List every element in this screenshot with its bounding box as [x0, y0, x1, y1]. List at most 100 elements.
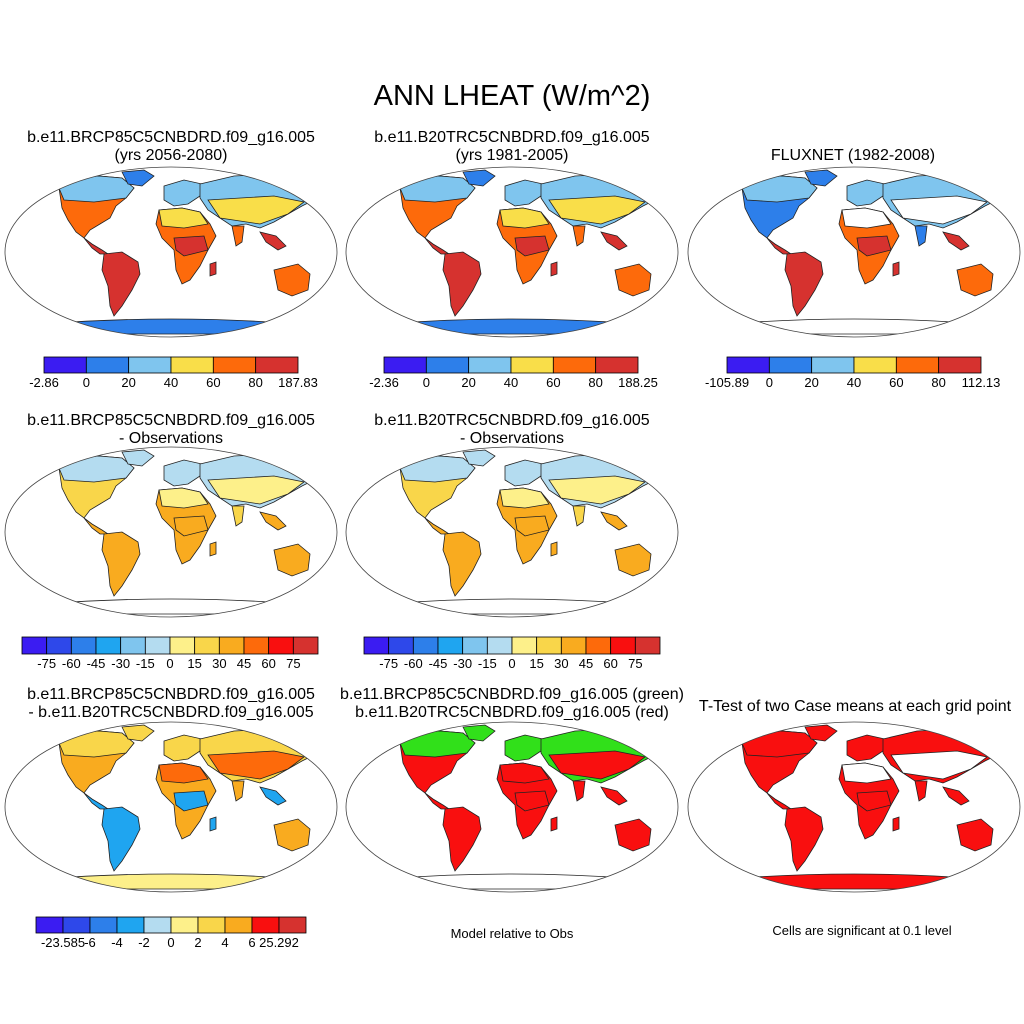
- colorbar-tick-label: 60: [261, 656, 275, 671]
- colorbar-swatch: [255, 356, 299, 374]
- continents: [726, 724, 1008, 890]
- colorbar-swatch: [634, 636, 661, 655]
- colorbar-swatch: [510, 356, 554, 374]
- figure-title: ANN LHEAT (W/m^2): [373, 80, 651, 112]
- colorbar-tick-label: -15: [136, 656, 155, 671]
- australia: [273, 543, 311, 577]
- colorbar-swatch: [21, 636, 48, 655]
- asia-mid: [548, 475, 646, 505]
- sahara: [158, 762, 209, 784]
- colorbar-5: -75 -60 -45 -30 -15 0 15 30 45 60 75: [363, 636, 661, 674]
- colorbar-tick-label: -45: [429, 656, 448, 671]
- colorbar-swatch: [197, 916, 226, 934]
- southeast-asia: [259, 786, 287, 806]
- map-panel-1: [4, 166, 338, 338]
- continents: [384, 724, 666, 890]
- panel-title-line1: b.e11.BRCP85C5CNBDRD.f09_g16.005: [27, 412, 315, 429]
- india: [231, 780, 245, 802]
- colorbar-swatch: [437, 636, 464, 655]
- map-border: [687, 166, 1021, 338]
- panel-title-line2: b.e11.B20TRC5CNBDRD.f09_g16.005 (red): [355, 704, 669, 721]
- map-border: [345, 721, 679, 893]
- australia: [956, 818, 994, 852]
- note-model-relative: Model relative to Obs: [450, 926, 574, 941]
- central-america: [83, 517, 110, 535]
- colorbar-swatch: [89, 916, 118, 934]
- colorbar-tick-label: 0: [508, 656, 515, 671]
- europe: [846, 179, 886, 207]
- continents: [43, 724, 325, 890]
- central-america: [83, 237, 110, 255]
- north-america-north: [741, 175, 818, 203]
- colorbar-tick-label: 30: [212, 656, 226, 671]
- colorbar-tick-label: -75: [379, 656, 398, 671]
- map-border: [345, 166, 679, 338]
- colorbar-tick-label: 20: [804, 375, 818, 390]
- map-panel-6: [4, 721, 338, 893]
- colorbar-swatch: [853, 356, 897, 374]
- colorbar-swatch: [560, 636, 587, 655]
- map-panel-3: [687, 166, 1021, 338]
- panel-title-6: b.e11.BRCP85C5CNBDRD.f09_g16.005 - b.e11…: [0, 686, 342, 722]
- colorbar-tick-label: -105.89: [705, 375, 749, 390]
- panel-title-line2: (yrs 1981-2005): [455, 147, 569, 164]
- panel-title-line2: - Observations: [118, 430, 224, 447]
- continents: [43, 169, 325, 335]
- colorbar-tick-label: -15: [478, 656, 497, 671]
- north-america-north: [399, 730, 476, 758]
- greenland: [462, 724, 496, 742]
- europe: [163, 734, 203, 762]
- india: [914, 225, 928, 247]
- southeast-asia: [259, 231, 287, 251]
- africa-tropics: [173, 235, 209, 257]
- colorbar-tick-label: 0: [166, 656, 173, 671]
- panel-title-line1: b.e11.B20TRC5CNBDRD.f09_g16.005: [374, 129, 650, 146]
- madagascar: [209, 541, 217, 557]
- map-panel-2: [345, 166, 679, 338]
- africa-tropics: [514, 790, 550, 812]
- south-america: [101, 531, 141, 597]
- colorbar-tick-label: -2.86: [29, 375, 59, 390]
- colorbar-swatch: [251, 916, 280, 934]
- antarctica: [43, 318, 299, 335]
- australia: [614, 543, 652, 577]
- antarctica: [43, 873, 299, 890]
- colorbar-tick-label: 40: [504, 375, 518, 390]
- colorbar-swatch: [938, 356, 982, 374]
- colorbar-3: -105.89 0 20 40 60 80 112.13: [705, 356, 1000, 393]
- colorbar-tick-label: 2: [194, 935, 201, 950]
- antarctica: [384, 598, 640, 615]
- south-america: [784, 251, 824, 317]
- colorbar-swatch: [552, 356, 597, 374]
- colorbar-swatch: [43, 356, 87, 374]
- south-america: [784, 806, 824, 872]
- antarctica: [43, 598, 299, 615]
- central-america: [424, 792, 451, 810]
- sahara: [841, 762, 892, 784]
- madagascar: [209, 816, 217, 832]
- africa-tropics: [856, 235, 892, 257]
- map-border: [687, 721, 1021, 893]
- colorbar-tick-label: 15: [187, 656, 201, 671]
- colorbar-tick-label: -30: [453, 656, 472, 671]
- europe: [163, 459, 203, 487]
- north-america-north: [58, 175, 135, 203]
- colorbar-tick-label: 60: [546, 375, 560, 390]
- europe: [504, 179, 544, 207]
- australia: [614, 818, 652, 852]
- india: [231, 505, 245, 527]
- asia-mid: [207, 750, 305, 780]
- north-america-north: [741, 730, 818, 758]
- map-border: [345, 446, 679, 618]
- india: [572, 780, 586, 802]
- panel-title-line2: (yrs 2056-2080): [114, 147, 228, 164]
- antarctica: [726, 873, 982, 890]
- africa-tropics: [173, 515, 209, 537]
- continents: [726, 169, 1008, 335]
- map-panel-8: [687, 721, 1021, 893]
- south-america: [442, 251, 482, 317]
- colorbar-tick-label: -75: [37, 656, 56, 671]
- southeast-asia: [259, 511, 287, 531]
- central-america: [424, 237, 451, 255]
- colorbar-tick-label: 0: [83, 375, 90, 390]
